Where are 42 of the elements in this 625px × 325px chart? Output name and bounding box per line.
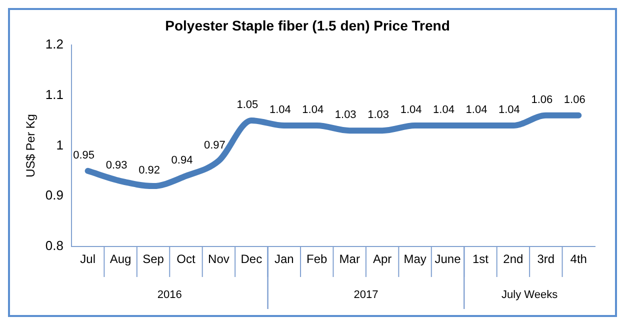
chart-title: Polyester Staple fiber (1.5 den) Price Trend xyxy=(165,17,450,34)
y-tick-label: 1.1 xyxy=(45,86,64,102)
y-tick-label: 1 xyxy=(56,137,64,152)
x-tick-label: May xyxy=(404,252,426,266)
x-tick-label: 1st xyxy=(472,252,490,266)
data-label: 0.95 xyxy=(73,149,95,162)
x-tick-label: Mar xyxy=(339,252,360,266)
x-tick-label: Sep xyxy=(142,252,164,266)
data-label: 1.05 xyxy=(236,99,258,112)
data-label: 1.04 xyxy=(498,104,520,116)
data-label: 0.97 xyxy=(204,139,226,152)
text: 2016 xyxy=(157,289,182,302)
x-tick-label: June xyxy=(434,252,462,266)
data-label: 0.92 xyxy=(138,164,160,177)
data-label: 1.04 xyxy=(466,104,488,116)
x-tick-label: 3rd xyxy=(537,252,555,266)
data-label: 1.03 xyxy=(368,109,390,122)
x-tick-label: Jul xyxy=(80,252,96,266)
x-tick-label: Aug xyxy=(110,252,132,266)
data-label: 1.06 xyxy=(531,94,553,106)
data-label: 1.04 xyxy=(302,104,324,116)
data-label: 0.94 xyxy=(171,154,193,166)
text: 2017 xyxy=(354,289,378,302)
data-label: 1.06 xyxy=(564,94,586,106)
x-tick-label: Apr xyxy=(372,252,392,266)
text: July Weeks xyxy=(502,289,558,302)
x-tick-label: Feb xyxy=(306,252,328,266)
y-tick-label: 1.2 xyxy=(45,36,64,52)
x-tick-label: Jan xyxy=(274,252,294,266)
data-label: 0.93 xyxy=(106,160,128,172)
y-axis-title: US$ Per Kg xyxy=(24,114,38,178)
y-tick-label: 0.9 xyxy=(45,188,64,203)
data-label: 1.04 xyxy=(269,104,291,116)
x-tick-label: Dec xyxy=(240,252,262,266)
x-tick-label: Oct xyxy=(176,252,196,266)
x-tick-label: 2nd xyxy=(503,252,524,266)
data-label: 1.04 xyxy=(433,104,454,116)
data-label: 1.04 xyxy=(400,104,422,116)
data-label: 1.03 xyxy=(334,109,356,122)
y-tick-label: 0.8 xyxy=(45,238,64,254)
x-tick-label: 4th xyxy=(570,252,587,266)
x-tick-label: Nov xyxy=(208,252,230,266)
